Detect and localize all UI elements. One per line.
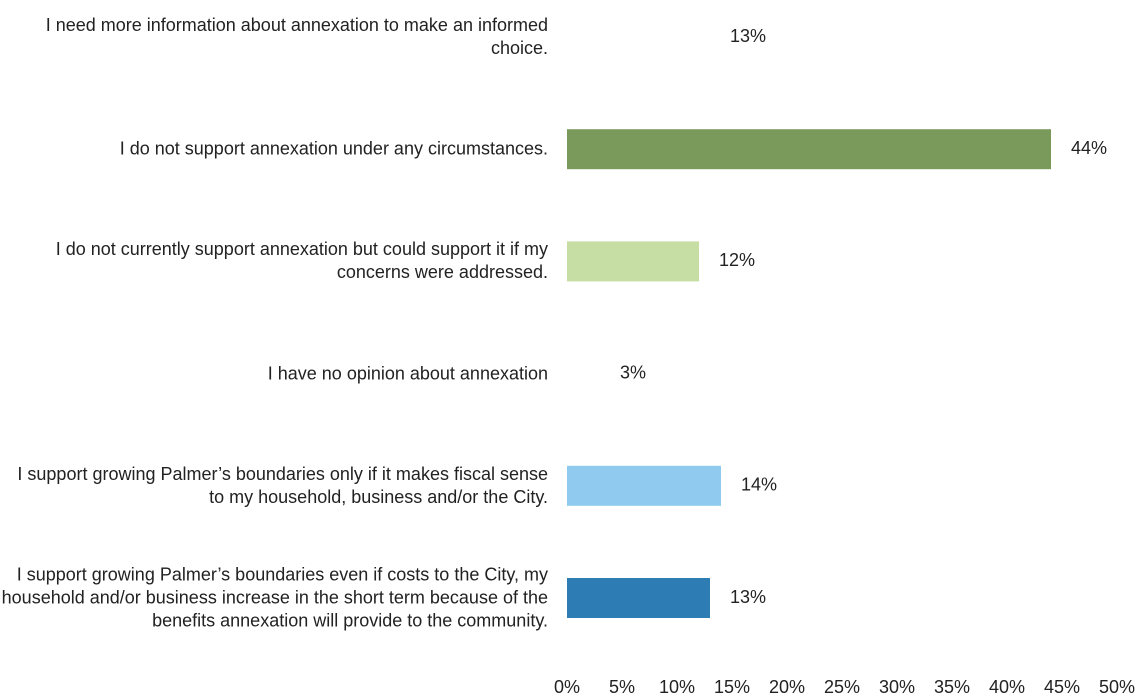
category-label: I do not currently support annexation bu… bbox=[55, 239, 548, 283]
x-tick-label: 25% bbox=[824, 677, 860, 697]
bar bbox=[567, 129, 1051, 170]
x-tick-label: 50% bbox=[1099, 677, 1135, 697]
bar bbox=[567, 465, 721, 506]
category-label: I support growing Palmer’s boundaries ev… bbox=[1, 564, 548, 631]
category-label: I support growing Palmer’s boundaries on… bbox=[17, 463, 548, 507]
value-label: 3% bbox=[620, 362, 646, 382]
x-tick-label: 35% bbox=[934, 677, 970, 697]
value-label: 44% bbox=[1071, 138, 1107, 158]
x-tick-label: 45% bbox=[1044, 677, 1080, 697]
bar bbox=[567, 578, 710, 618]
category-label: I do not support annexation under any ci… bbox=[119, 138, 548, 159]
x-tick-label: 30% bbox=[879, 677, 915, 697]
x-tick-label: 15% bbox=[714, 677, 750, 697]
bar bbox=[567, 241, 699, 282]
value-label: 12% bbox=[719, 250, 755, 270]
bar bbox=[567, 353, 600, 394]
x-tick-label: 10% bbox=[659, 677, 695, 697]
x-tick-label: 5% bbox=[609, 677, 635, 697]
bar bbox=[567, 17, 710, 57]
value-label: 13% bbox=[730, 587, 766, 607]
category-label: I have no opinion about annexation bbox=[267, 363, 548, 384]
x-tick-label: 20% bbox=[769, 677, 805, 697]
x-tick-label: 0% bbox=[554, 677, 580, 697]
value-label: 14% bbox=[741, 475, 777, 495]
value-label: 13% bbox=[730, 26, 766, 46]
x-tick-label: 40% bbox=[989, 677, 1025, 697]
category-label: I need more information about annexation… bbox=[45, 15, 548, 58]
